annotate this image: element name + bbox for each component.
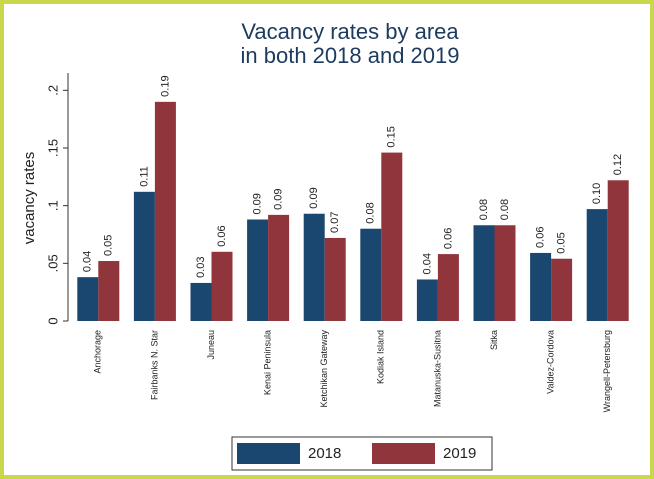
bar: [437, 254, 459, 321]
value-label: 0.08: [499, 199, 511, 220]
value-label: 0.09: [273, 188, 285, 209]
x-tick-label: Valdez-Cordova: [545, 330, 555, 394]
legend-swatch: [237, 443, 300, 464]
bar: [360, 228, 382, 321]
value-label: 0.03: [195, 257, 207, 278]
y-tick-label: .1: [45, 200, 60, 211]
y-tick-label: .15: [45, 139, 60, 157]
bar: [190, 282, 212, 321]
value-label: 0.08: [365, 202, 377, 223]
chart-title: Vacancy rates by area: [241, 19, 459, 44]
x-tick-label: Kenai Peninsula: [262, 330, 272, 395]
bar: [77, 277, 99, 321]
legend-swatch: [372, 443, 435, 464]
value-label: 0.06: [535, 227, 547, 248]
bar: [607, 180, 629, 321]
value-label: 0.05: [103, 235, 115, 256]
bar: [381, 152, 403, 321]
value-label: 0.05: [556, 232, 568, 253]
x-tick-label: Ketchikan Gateway: [319, 330, 329, 408]
value-label: 0.07: [329, 212, 341, 233]
bar: [268, 214, 290, 321]
bar: [154, 101, 176, 321]
value-label: 0.04: [82, 251, 94, 272]
value-label: 0.19: [159, 75, 171, 96]
legend-box: [231, 436, 493, 471]
value-label: 0.04: [421, 253, 433, 274]
chart-title: in both 2018 and 2019: [241, 43, 460, 68]
value-label: 0.12: [612, 154, 624, 175]
bar: [211, 251, 233, 321]
bar: [586, 209, 608, 321]
x-tick-label: Sitka: [489, 330, 499, 350]
bar: [133, 191, 155, 321]
y-axis-label: vacancy rates: [21, 152, 38, 245]
value-label: 0.09: [308, 187, 320, 208]
x-tick-label: Anchorage: [93, 330, 103, 374]
bar: [98, 261, 120, 321]
x-tick-label: Kodiak Island: [376, 330, 386, 384]
legend-label: 2019: [443, 445, 476, 462]
value-label: 0.06: [216, 225, 228, 246]
bar: [416, 279, 438, 321]
value-label: 0.09: [252, 193, 264, 214]
value-label: 0.10: [591, 183, 603, 204]
y-tick-label: .2: [45, 85, 60, 96]
y-tick-label: .05: [45, 254, 60, 272]
bar: [303, 213, 325, 321]
bar: [247, 219, 269, 321]
x-tick-label: Matanuska-Susitna: [432, 330, 442, 407]
y-tick-label: 0: [45, 317, 60, 324]
value-label: 0.06: [442, 228, 454, 249]
x-tick-label: Juneau: [206, 330, 216, 360]
bar: [494, 225, 516, 321]
x-tick-label: Wrangell-Petersburg: [602, 330, 612, 412]
bar: [473, 225, 495, 321]
bar: [530, 252, 552, 321]
bar: [551, 258, 573, 321]
value-label: 0.15: [386, 126, 398, 147]
value-label: 0.08: [478, 199, 490, 220]
value-label: 0.11: [138, 166, 150, 187]
bar: [324, 237, 346, 321]
legend-label: 2018: [308, 445, 341, 462]
x-tick-label: Fairbanks N. Star: [149, 330, 159, 400]
